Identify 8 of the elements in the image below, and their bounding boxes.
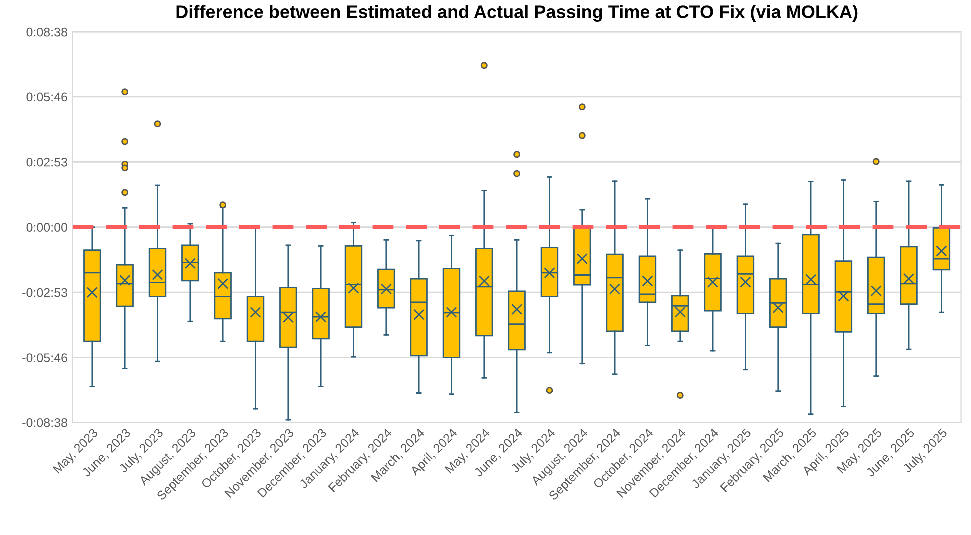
y-tick-label: 0:08:38 [26,28,68,37]
chart-title: Difference between Estimated and Actual Passing Time at CTO Fix (via MOLKA) [176,5,858,22]
y-tick-label: 0:05:46 [26,92,68,102]
y-tick-label: -0:02:53 [22,288,68,298]
y-tick-label: 0:00:00 [26,223,68,232]
y-tick-label: -0:08:38 [22,418,68,428]
y-tick-label: -0:05:46 [22,354,68,362]
y-tick-label: 0:02:53 [26,158,68,167]
